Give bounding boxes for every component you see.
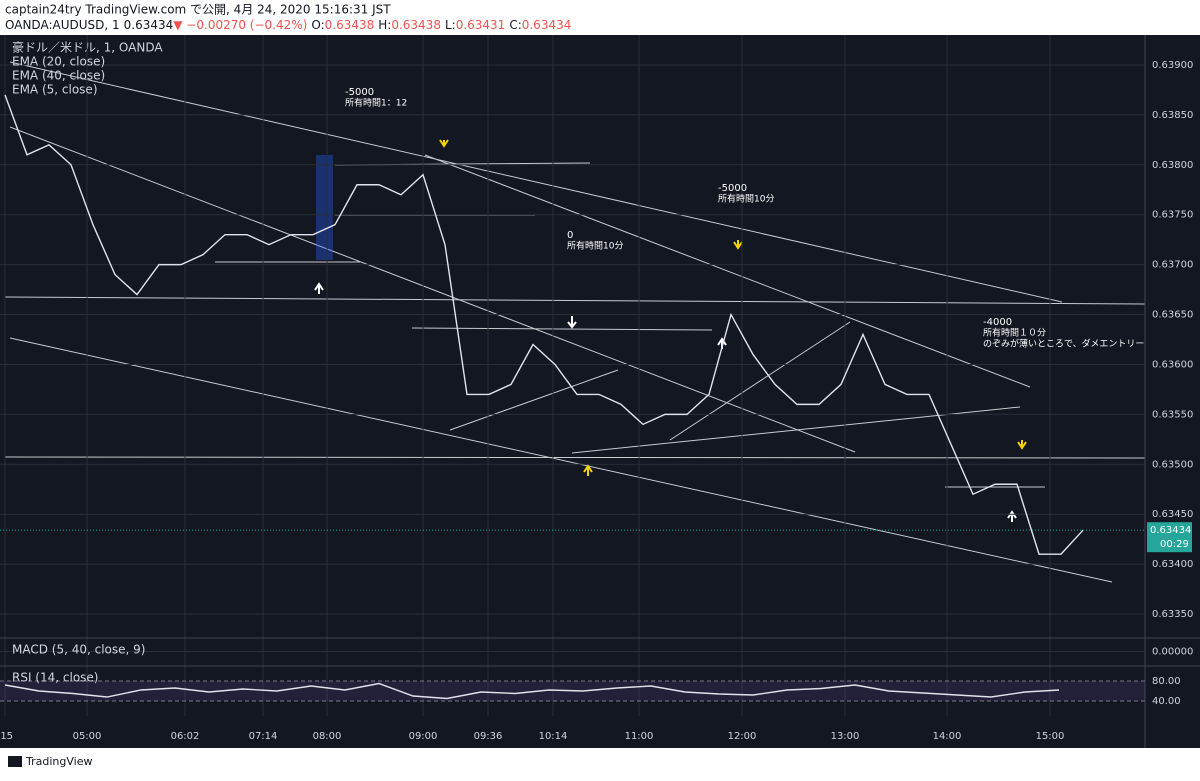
annotation: -5000 (718, 183, 747, 194)
price-line (4, 94, 1084, 555)
y-tick-label: 0.00000 (1152, 646, 1193, 657)
y-tick-label: 80.00 (1152, 676, 1181, 687)
indicator-label: EMA (20, close) (12, 55, 105, 69)
annotation: 所有時間10分 (718, 193, 774, 205)
footer-brand: TradingView (25, 755, 92, 768)
annotation: -4000 (983, 317, 1012, 328)
pane-title: MACD (5, 40, close, 9) (12, 643, 145, 657)
annotation: 所有時間１０分 (983, 327, 1046, 339)
indicator-label: EMA (5, close) (12, 83, 98, 97)
header-line: captain24try TradingView.com で公開, 4月 24,… (5, 3, 391, 17)
position-box (316, 155, 333, 260)
indicator-label: EMA (40, close) (12, 69, 105, 83)
x-tick-label: 06:02 (171, 731, 200, 742)
annotation: 所有時間10分 (567, 240, 623, 252)
trend-lines (4, 61, 1146, 583)
y-tick-label: 0.63600 (1152, 359, 1193, 370)
x-tick-label: 11:00 (625, 731, 654, 742)
pane-title: RSI (14, close) (12, 671, 98, 685)
x-tick-label: 09:00 (409, 731, 438, 742)
x-tick-label: 12:00 (728, 731, 757, 742)
y-tick-label: 0.63650 (1152, 310, 1193, 321)
x-tick-label: 05:00 (73, 731, 102, 742)
y-tick-label: 0.63350 (1152, 609, 1193, 620)
footer-bg (0, 748, 1200, 777)
x-tick-label: 07:14 (249, 731, 278, 742)
y-tick-label: 0.63700 (1152, 260, 1193, 271)
annotation: -5000 (345, 87, 374, 98)
annotation: 0 (567, 230, 573, 241)
x-tick-label: 08:00 (313, 731, 342, 742)
annotation: のぞみが薄いところで、ダメエントリー (983, 338, 1144, 350)
countdown: 00:29 (1160, 539, 1189, 550)
arrows (314, 139, 1027, 522)
chart-bg (0, 35, 1200, 748)
y-tick-label: 0.63750 (1152, 210, 1193, 221)
price-line (4, 682, 1060, 700)
y-tick-label: 0.63550 (1152, 409, 1193, 420)
y-tick-label: 0.63450 (1152, 509, 1193, 520)
header-quote: OANDA:AUDUSD, 1 0.63434▼ −0.00270 (−0.42%… (5, 18, 571, 32)
last-price-label: 0.63434 (1150, 525, 1191, 536)
annotation: 所有時間1：12 (345, 97, 407, 109)
footer-logo (8, 756, 22, 767)
y-tick-label: 0.63850 (1152, 110, 1193, 121)
pane-title: 豪ドル／米ドル, 1, OANDA (12, 40, 163, 55)
y-tick-label: 0.63500 (1152, 459, 1193, 470)
y-tick-label: 40.00 (1152, 696, 1181, 707)
y-tick-label: 0.63800 (1152, 160, 1193, 171)
x-tick-label: :15 (0, 731, 13, 742)
x-tick-label: 13:00 (831, 731, 860, 742)
x-tick-label: 10:14 (539, 731, 568, 742)
x-tick-label: 09:36 (474, 731, 503, 742)
last-price-box (1147, 522, 1192, 553)
y-tick-label: 0.63400 (1152, 559, 1193, 570)
x-tick-label: 15:00 (1036, 731, 1065, 742)
y-tick-label: 0.63900 (1152, 60, 1193, 71)
x-tick-label: 14:00 (933, 731, 962, 742)
